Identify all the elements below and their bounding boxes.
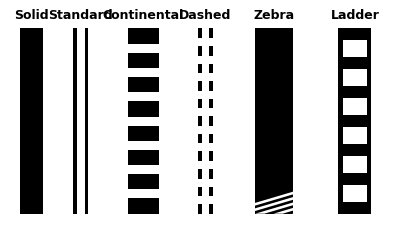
Bar [198, 204, 202, 214]
Bar [209, 47, 213, 56]
Text: Dashed: Dashed [179, 9, 232, 22]
Bar [198, 187, 202, 196]
Bar [128, 174, 159, 190]
Bar [198, 47, 202, 56]
Bar [338, 29, 371, 214]
Bar [209, 204, 213, 214]
Polygon shape [255, 29, 415, 214]
Bar [198, 134, 202, 144]
Text: Ladder: Ladder [330, 9, 379, 22]
Bar [128, 53, 159, 69]
Bar [128, 29, 159, 45]
Bar [209, 152, 213, 161]
Bar [209, 64, 213, 74]
Bar [343, 98, 367, 116]
Bar [128, 78, 159, 93]
Text: Continental: Continental [103, 9, 184, 22]
Bar [198, 29, 202, 39]
Bar [198, 99, 202, 109]
Bar [209, 29, 213, 39]
Polygon shape [383, 29, 415, 214]
Bar [343, 156, 367, 174]
Polygon shape [237, 29, 415, 214]
Bar [343, 69, 367, 87]
Bar [20, 29, 43, 214]
Bar [209, 82, 213, 91]
Polygon shape [292, 29, 415, 214]
Bar [128, 102, 159, 117]
Polygon shape [365, 29, 415, 214]
Bar [128, 126, 159, 141]
Polygon shape [328, 29, 415, 214]
Polygon shape [310, 29, 415, 214]
Bar [209, 117, 213, 126]
Bar [73, 29, 77, 214]
Bar [209, 187, 213, 196]
Text: Solid: Solid [14, 9, 49, 22]
Polygon shape [347, 29, 415, 214]
Bar [209, 99, 213, 109]
Bar [209, 134, 213, 144]
Text: Zebra: Zebra [253, 9, 295, 22]
Bar [198, 117, 202, 126]
Bar [198, 82, 202, 91]
Bar [198, 152, 202, 161]
Polygon shape [401, 29, 415, 214]
Bar [209, 169, 213, 179]
Bar [128, 198, 159, 214]
Polygon shape [219, 29, 415, 214]
Bar [198, 169, 202, 179]
Bar [198, 64, 202, 74]
Bar [343, 127, 367, 145]
Bar [128, 150, 159, 165]
Bar [343, 185, 367, 202]
Bar [255, 29, 293, 214]
Bar [343, 40, 367, 58]
Text: Standard: Standard [49, 9, 113, 22]
Bar [85, 29, 88, 214]
Polygon shape [273, 29, 415, 214]
